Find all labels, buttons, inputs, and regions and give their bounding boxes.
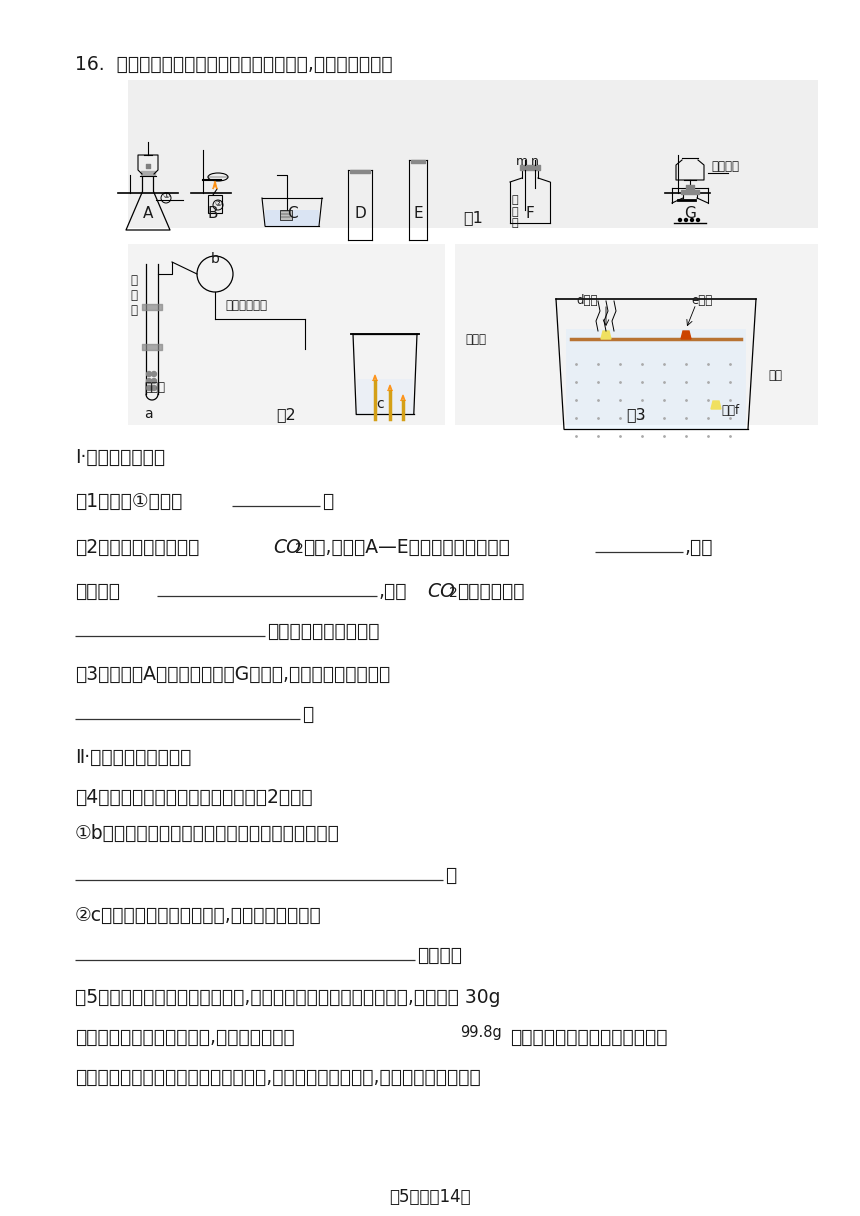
Circle shape (146, 385, 151, 390)
Text: ,反应: ,反应 (685, 537, 714, 557)
Polygon shape (373, 375, 377, 381)
Text: D: D (354, 206, 366, 221)
Text: Ⅱ·二氧化碳的性质探究: Ⅱ·二氧化碳的性质探究 (75, 748, 192, 767)
Text: d白磷: d白磷 (576, 294, 598, 306)
Text: 的性质。: 的性质。 (417, 946, 462, 966)
Text: m: m (516, 154, 528, 168)
Text: Ⅰ·二氧化碳的制备: Ⅰ·二氧化碳的制备 (75, 447, 165, 467)
Bar (566, 330, 746, 429)
Text: 薄铜片: 薄铜片 (465, 333, 486, 347)
Text: 稀
盐
酸: 稀 盐 酸 (130, 274, 137, 317)
Bar (280, 210, 292, 220)
Bar (357, 379, 413, 413)
Text: 浓
硫
酸: 浓 硫 酸 (512, 195, 519, 229)
Text: G: G (684, 206, 696, 221)
Text: 气体的方法是: 气体的方法是 (457, 582, 525, 601)
Bar (265, 210, 319, 226)
Text: ①: ① (163, 191, 169, 199)
Text: CO: CO (427, 582, 455, 601)
Text: c: c (376, 396, 384, 411)
Text: （4）小汪利用二氧化碳气体做了如图2的实验: （4）小汪利用二氧化碳气体做了如图2的实验 (75, 788, 313, 807)
Text: a: a (144, 407, 152, 421)
Bar (208, 195, 222, 213)
Text: ,检验: ,检验 (379, 582, 408, 601)
Text: （1）仪器①的名称: （1）仪器①的名称 (75, 492, 182, 511)
Text: b: b (211, 252, 219, 266)
Text: 白磷f: 白磷f (721, 404, 739, 417)
Text: 稀盐酸恰好完全反应（假设鸡蛋: 稀盐酸恰好完全反应（假设鸡蛋 (510, 1028, 667, 1047)
Polygon shape (601, 331, 611, 339)
Text: 2: 2 (449, 586, 458, 599)
Text: 干燥的碎鸡蛋壳放入烧杯中,并向其中加入了: 干燥的碎鸡蛋壳放入烧杯中,并向其中加入了 (75, 1028, 295, 1047)
Text: E: E (413, 206, 423, 221)
Text: F: F (525, 206, 534, 221)
Text: 16.  请根据二氧化碳的制备和性质探究装置,回答下列问题。: 16. 请根据二氧化碳的制备和性质探究装置,回答下列问题。 (75, 55, 393, 74)
Text: 石灰石: 石灰石 (144, 381, 165, 394)
Polygon shape (388, 385, 392, 392)
Text: 图3: 图3 (627, 407, 647, 422)
Text: （5）鸡蛋壳的主要成分是碳酸钙,为了测定鸡蛋壳中碳酸钙的含量,小丽称取 30g: （5）鸡蛋壳的主要成分是碳酸钙,为了测定鸡蛋壳中碳酸钙的含量,小丽称取 30g (75, 987, 501, 1007)
Polygon shape (681, 331, 691, 339)
Text: ①b中观察到的现象是紫色石蕊溶液变红色，原因是: ①b中观察到的现象是紫色石蕊溶液变红色，原因是 (75, 824, 340, 843)
Text: ②: ② (214, 198, 222, 208)
Text: 的原理是: 的原理是 (75, 582, 120, 601)
Text: （3）小红对A装置进行了如图G的改进,这样改进后的优点有: （3）小红对A装置进行了如图G的改进,这样改进后的优点有 (75, 665, 390, 683)
Circle shape (685, 219, 687, 221)
Text: 热水: 热水 (768, 368, 782, 382)
Text: 2: 2 (295, 542, 304, 556)
Text: 紫色石蕊溶液: 紫色石蕊溶液 (225, 299, 267, 313)
Polygon shape (401, 395, 405, 401)
Bar (455, 244, 818, 426)
Circle shape (146, 372, 151, 377)
Circle shape (691, 219, 693, 221)
Circle shape (151, 372, 157, 377)
Text: 。: 。 (445, 866, 457, 885)
Text: B: B (208, 206, 218, 221)
Circle shape (697, 219, 699, 221)
Circle shape (146, 378, 151, 383)
Circle shape (151, 385, 157, 390)
Circle shape (151, 378, 157, 383)
Polygon shape (711, 401, 721, 409)
Text: e红磷: e红磷 (691, 294, 712, 306)
Text: ②c中蜡烛从低到高依次熄灭,说明二氧化碳具有: ②c中蜡烛从低到高依次熄灭,说明二氧化碳具有 (75, 906, 322, 925)
Text: 。: 。 (322, 492, 334, 511)
Bar (128, 244, 445, 426)
Text: 气体,在装置A—E中通常选择的装置有: 气体,在装置A—E中通常选择的装置有 (303, 537, 510, 557)
Text: 99.8g: 99.8g (460, 1025, 501, 1040)
Text: 第5页，共14页: 第5页，共14页 (390, 1188, 470, 1206)
Text: （2）实验室要制取一瓶: （2）实验室要制取一瓶 (75, 537, 200, 557)
Text: （用化学方程式表示）: （用化学方程式表示） (267, 623, 379, 641)
Text: CO: CO (273, 537, 301, 557)
Text: 壳中除碳酸钙外的其他成分都不溶于水,且不与稀盐酸反应）,反应后烧杯中物质的: 壳中除碳酸钙外的其他成分都不溶于水,且不与稀盐酸反应）,反应后烧杯中物质的 (75, 1068, 481, 1087)
Polygon shape (213, 181, 217, 188)
Circle shape (679, 219, 681, 221)
Text: C: C (286, 206, 298, 221)
Text: n: n (531, 154, 539, 168)
Text: A: A (143, 206, 153, 221)
Text: 多孔隔板: 多孔隔板 (711, 161, 739, 173)
Text: 图1: 图1 (463, 210, 483, 225)
Text: 。: 。 (302, 705, 313, 724)
Bar (128, 80, 818, 229)
Text: 图2: 图2 (277, 407, 297, 422)
